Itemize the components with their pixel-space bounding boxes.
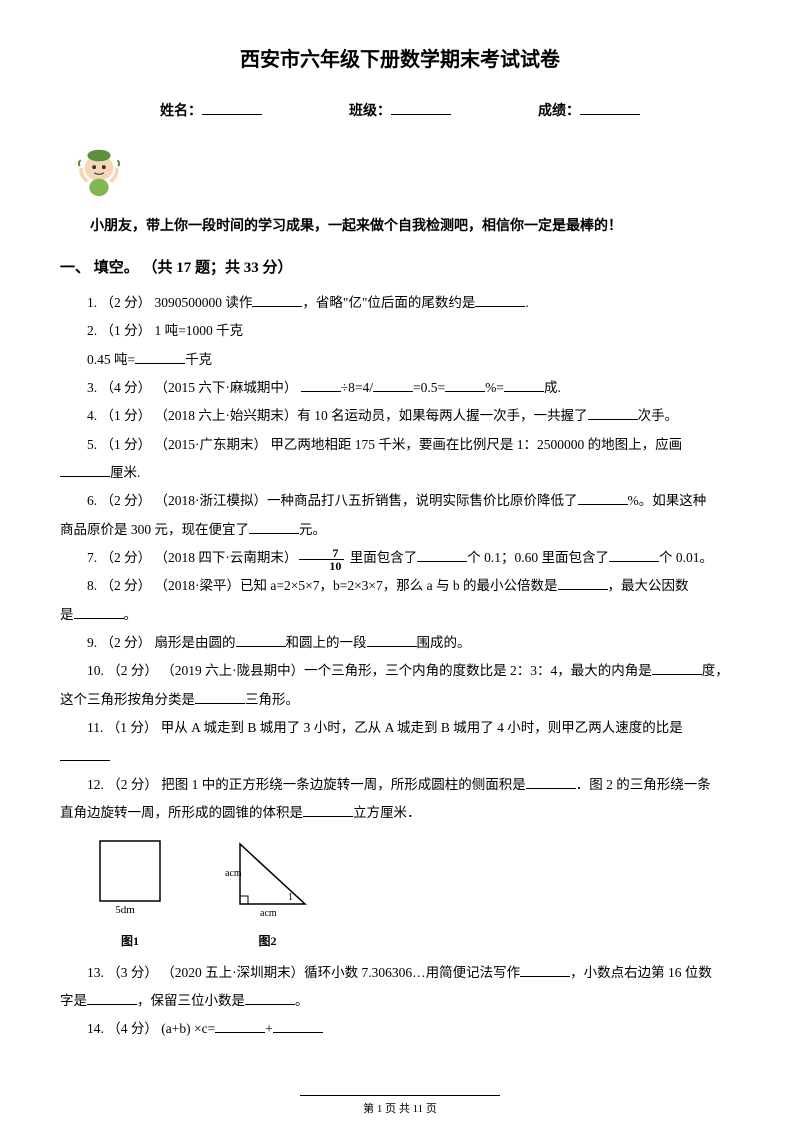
question-12b: 直角边旋转一周，所形成的圆锥的体积是立方厘米．: [60, 799, 740, 827]
fraction-7-10: 710: [299, 547, 344, 572]
q13-blank2[interactable]: [87, 992, 137, 1005]
q8-blank2[interactable]: [74, 606, 124, 619]
q13-blank3[interactable]: [245, 992, 295, 1005]
mascot-icon: [70, 141, 128, 199]
q6-blank1[interactable]: [578, 492, 628, 505]
svg-text:5dm: 5dm: [115, 904, 135, 916]
question-13: 13. （3 分） （2020 五上·深圳期末）循环小数 7.306306…用简…: [60, 959, 740, 987]
name-blank[interactable]: [202, 101, 262, 115]
figure-1: 5dm 图1: [90, 836, 170, 953]
figure-2-label: 图2: [220, 929, 315, 953]
question-7: 7. （2 分） （2018 四下·云南期末）710 里面包含了个 0.1；0.…: [60, 544, 740, 572]
svg-text:1: 1: [288, 892, 293, 903]
question-5b: 厘米.: [60, 459, 740, 487]
class-label: 班级：: [349, 98, 391, 126]
q6-blank2[interactable]: [249, 521, 299, 534]
name-label: 姓名：: [160, 98, 202, 126]
question-13b: 字是，保留三位小数是。: [60, 987, 740, 1015]
svg-text:acm: acm: [260, 908, 277, 919]
question-1: 1. （2 分） 3090500000 读作，省略"亿"位后面的尾数约是.: [60, 289, 740, 317]
question-6b: 商品原价是 300 元，现在便宜了元。: [60, 516, 740, 544]
q10-blank2[interactable]: [195, 691, 245, 704]
section-header: 一、 填空。 （共 17 题；共 33 分）: [60, 253, 740, 283]
question-8b: 是。: [60, 601, 740, 629]
q14-blank1[interactable]: [215, 1020, 265, 1033]
question-5: 5. （1 分） （2015·广东期末） 甲乙两地相距 175 千米，要画在比例…: [60, 431, 740, 459]
figure-2: acm 1 acm 图2: [220, 836, 315, 953]
score-blank[interactable]: [580, 101, 640, 115]
page-title: 西安市六年级下册数学期末考试试卷: [60, 40, 740, 80]
question-2: 2. （1 分） 1 吨=1000 千克: [60, 317, 740, 345]
q7-blank2[interactable]: [609, 549, 659, 562]
q1-blank1[interactable]: [252, 294, 302, 307]
q12-blank1[interactable]: [526, 776, 576, 789]
question-11: 11. （1 分） 甲从 A 城走到 B 城用了 3 小时，乙从 A 城走到 B…: [60, 714, 740, 742]
question-10b: 这个三角形按角分类是三角形。: [60, 686, 740, 714]
q13-blank1[interactable]: [520, 964, 570, 977]
section-title: 填空。: [94, 260, 139, 276]
q9-blank2[interactable]: [367, 634, 417, 647]
question-4: 4. （1 分） （2018 六上·始兴期末）有 10 名运动员，如果每两人握一…: [60, 402, 740, 430]
question-2b: 0.45 吨=千克: [60, 346, 740, 374]
question-10: 10. （2 分） （2019 六上·陇县期中）一个三角形，三个内角的度数比是 …: [60, 657, 740, 685]
q3-blank3[interactable]: [445, 379, 485, 392]
q8-blank1[interactable]: [558, 577, 608, 590]
section-meta: （共 17 题；共 33 分）: [143, 260, 293, 276]
q4-blank[interactable]: [588, 407, 638, 420]
encourage-text: 小朋友，带上你一段时间的学习成果，一起来做个自我检测吧，相信你一定是最棒的！: [90, 213, 740, 241]
q11-blank[interactable]: [60, 748, 110, 761]
q1-blank2[interactable]: [475, 294, 525, 307]
q2-blank[interactable]: [135, 351, 185, 364]
q9-blank1[interactable]: [236, 634, 286, 647]
page-footer: 第 1 页 共 11 页: [0, 1095, 800, 1120]
q5-blank[interactable]: [60, 464, 110, 477]
q12-blank2[interactable]: [303, 804, 353, 817]
q7-blank1[interactable]: [417, 549, 467, 562]
q3-blank4[interactable]: [504, 379, 544, 392]
question-11b: [60, 743, 740, 771]
question-8: 8. （2 分） （2018·梁平）已知 a=2×5×7，b=2×3×7，那么 …: [60, 572, 740, 600]
question-9: 9. （2 分） 扇形是由圆的和圆上的一段围成的。: [60, 629, 740, 657]
question-14: 14. （4 分） (a+b) ×c=+: [60, 1015, 740, 1043]
figure-1-label: 图1: [90, 929, 170, 953]
q14-blank2[interactable]: [273, 1020, 323, 1033]
question-3: 3. （4 分） （2015 六下·麻城期中） ÷8=4/=0.5=%=成.: [60, 374, 740, 402]
svg-text:acm: acm: [225, 868, 242, 879]
student-info-line: 姓名： 班级： 成绩：: [60, 98, 740, 126]
figures-row: 5dm 图1 acm 1 acm 图2: [90, 836, 740, 953]
class-blank[interactable]: [391, 101, 451, 115]
q10-blank1[interactable]: [652, 662, 702, 675]
question-12: 12. （2 分） 把图 1 中的正方形绕一条边旋转一周，所形成圆柱的侧面积是．…: [60, 771, 740, 799]
score-label: 成绩：: [538, 98, 580, 126]
q3-blank2[interactable]: [373, 379, 413, 392]
section-num: 一、: [60, 260, 90, 276]
question-6: 6. （2 分） （2018·浙江模拟）一种商品打八五折销售，说明实际售价比原价…: [60, 487, 740, 515]
q3-blank1[interactable]: [301, 379, 341, 392]
